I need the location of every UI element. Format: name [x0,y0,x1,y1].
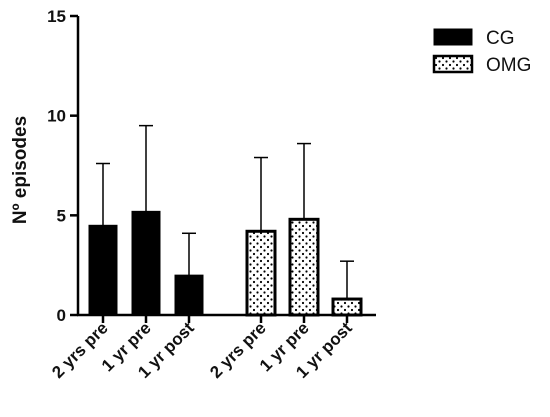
y-tick-label: 15 [47,7,66,26]
y-tick-label: 5 [57,206,66,225]
x-tick-label: 2 yrs pre [206,318,270,382]
legend: CG OMG [432,28,531,76]
legend-swatch-omg [432,54,474,74]
y-tick-label: 0 [57,306,66,325]
bar-omg-1-yr-pre [288,217,320,317]
bar-cg-2-yrs-pre [88,224,118,316]
bar-cg-1-yr-pre [131,210,161,316]
x-tick-label: 2 yrs pre [48,318,112,382]
y-axis-title: Nº episodes [10,116,31,224]
legend-label-omg: OMG [486,55,531,76]
y-tick-label: 10 [47,107,66,126]
legend-swatch-cg [433,28,473,46]
bar-cg-1-yr-post [174,274,204,316]
bar-omg-2-yrs-pre [245,229,277,317]
bar-omg-1-yr-post [331,297,363,317]
legend-label-cg: CG [486,28,515,49]
